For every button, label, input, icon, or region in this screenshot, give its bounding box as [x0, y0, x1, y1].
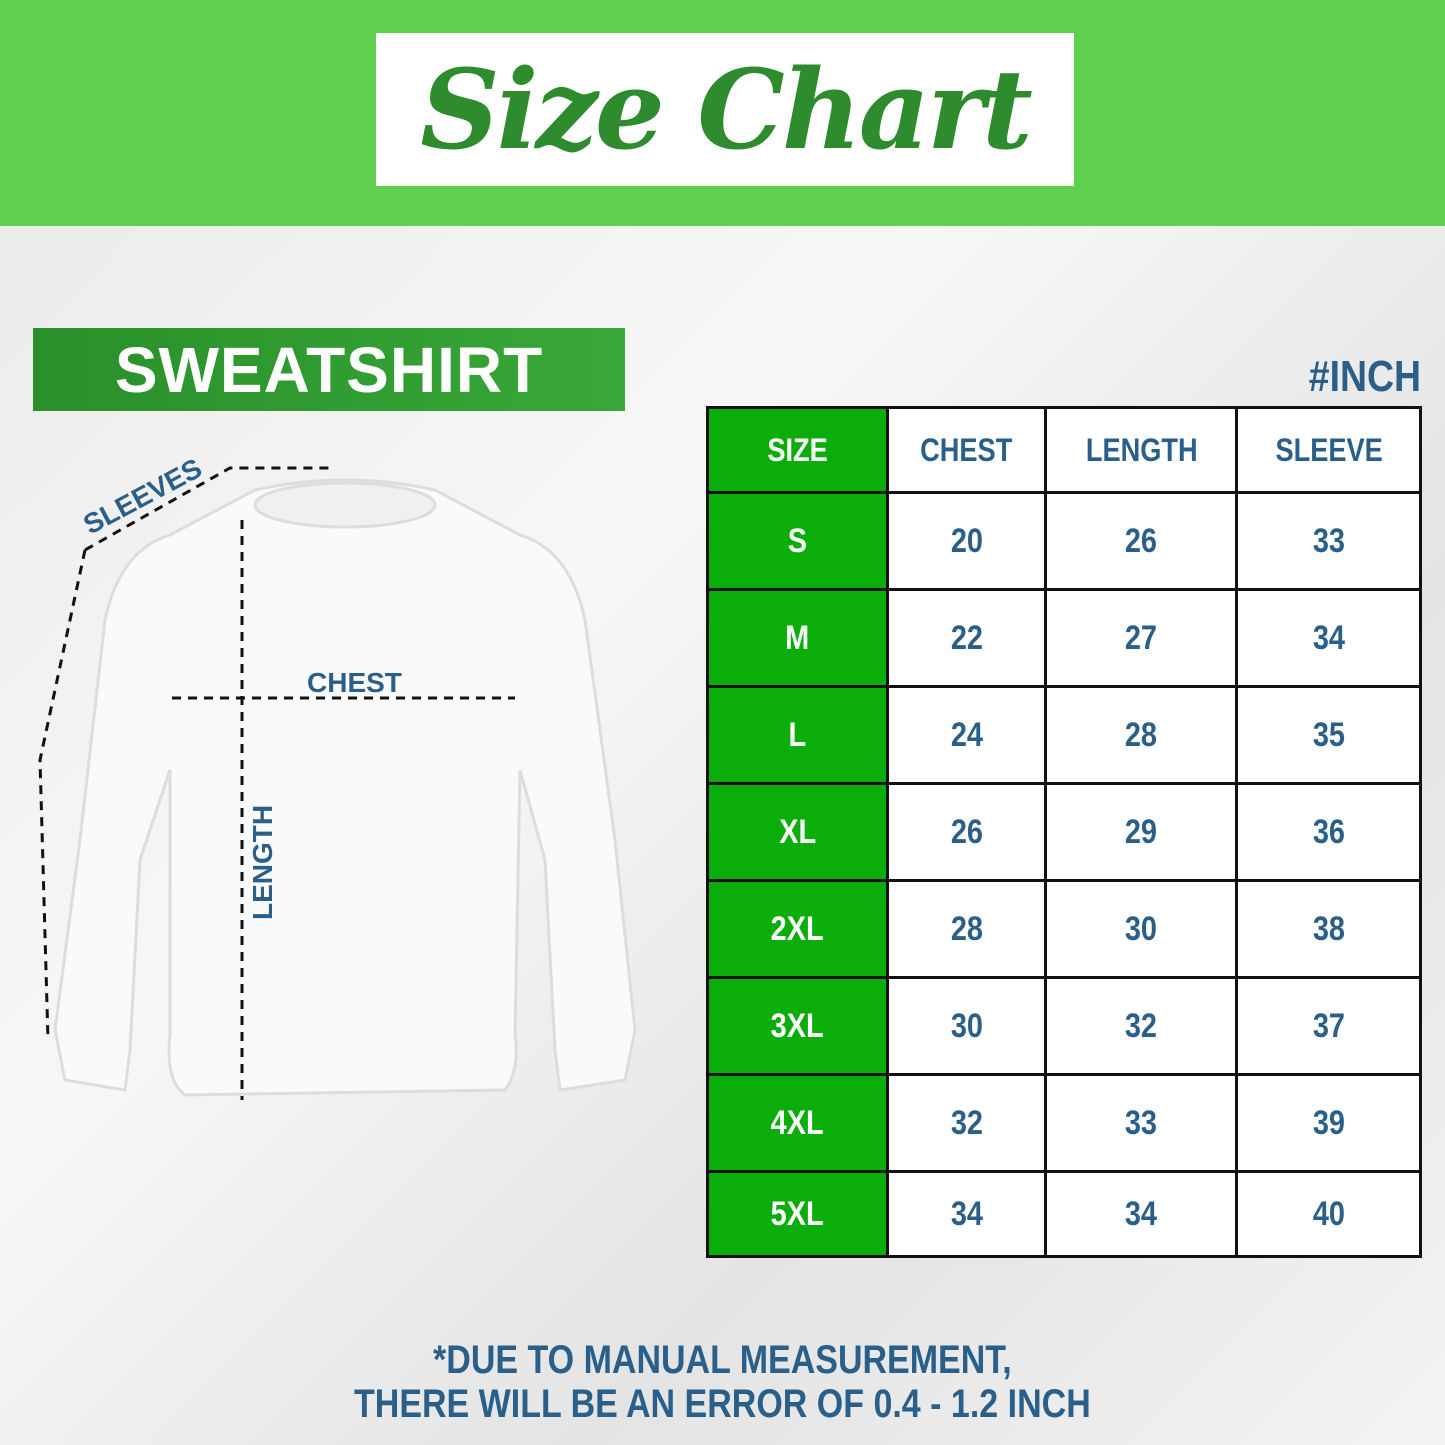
header-length: LENGTH [1044, 406, 1239, 494]
sleeve-cell: 40 [1235, 1170, 1422, 1258]
size-table: SIZE CHEST LENGTH SLEEVE S 20 26 33 M 22 27 34 L… [706, 406, 1422, 1258]
length-cell: 33 [1044, 1073, 1239, 1173]
chest-cell: 30 [885, 976, 1048, 1076]
size-cell: S [706, 491, 889, 591]
length-cell: 27 [1044, 588, 1239, 688]
sleeve-cell: 38 [1235, 879, 1422, 979]
header-sleeve: SLEEVE [1235, 406, 1422, 494]
length-cell: 28 [1044, 685, 1239, 785]
chest-cell: 20 [885, 491, 1048, 591]
note-line-2: THERE WILL BE AN ERROR OF 0.4 - 1.2 INCH [354, 1382, 1091, 1426]
size-cell: 4XL [706, 1073, 889, 1173]
sleeve-cell: 33 [1235, 491, 1422, 591]
chest-cell: 28 [885, 879, 1048, 979]
table-row: M 22 27 34 [706, 588, 1422, 688]
table-row: 3XL 30 32 37 [706, 976, 1422, 1076]
size-cell: 5XL [706, 1170, 889, 1258]
table-row: 2XL 28 30 38 [706, 879, 1422, 979]
sweatshirt-diagram: SLEEVES CHEST LENGTH [38, 452, 637, 1100]
length-cell: 34 [1044, 1170, 1239, 1258]
sleeve-cell: 36 [1235, 782, 1422, 882]
table-row: XL 26 29 36 [706, 782, 1422, 882]
chest-cell: 34 [885, 1170, 1048, 1258]
size-cell: XL [706, 782, 889, 882]
sleeve-cell: 39 [1235, 1073, 1422, 1173]
chest-label: CHEST [307, 667, 402, 698]
length-label: LENGTH [247, 805, 278, 920]
table-row: S 20 26 33 [706, 491, 1422, 591]
title-box: Size Chart [376, 33, 1074, 186]
length-cell: 29 [1044, 782, 1239, 882]
table-row: 5XL 34 34 40 [706, 1170, 1422, 1258]
unit-label: #INCH [1308, 352, 1421, 401]
table-row: 4XL 32 33 39 [706, 1073, 1422, 1173]
table-row: L 24 28 35 [706, 685, 1422, 785]
header-size: SIZE [706, 406, 889, 494]
note-line-1: *DUE TO MANUAL MEASUREMENT, [433, 1338, 1012, 1382]
chest-cell: 32 [885, 1073, 1048, 1173]
chest-cell: 26 [885, 782, 1048, 882]
sleeve-cell: 34 [1235, 588, 1422, 688]
size-cell: M [706, 588, 889, 688]
page-title: Size Chart [420, 45, 1033, 174]
size-cell: 3XL [706, 976, 889, 1076]
chest-cell: 22 [885, 588, 1048, 688]
header-chest: CHEST [885, 406, 1048, 494]
length-cell: 26 [1044, 491, 1239, 591]
sleeve-cell: 35 [1235, 685, 1422, 785]
product-label: SWEATSHIRT [33, 328, 625, 411]
header-banner: Size Chart [0, 0, 1445, 226]
sleeve-cell: 37 [1235, 976, 1422, 1076]
length-cell: 32 [1044, 976, 1239, 1076]
length-cell: 30 [1044, 879, 1239, 979]
chest-cell: 24 [885, 685, 1048, 785]
sweatshirt-image [53, 478, 637, 1097]
table-header-row: SIZE CHEST LENGTH SLEEVE [706, 406, 1422, 494]
size-cell: 2XL [706, 879, 889, 979]
size-cell: L [706, 685, 889, 785]
